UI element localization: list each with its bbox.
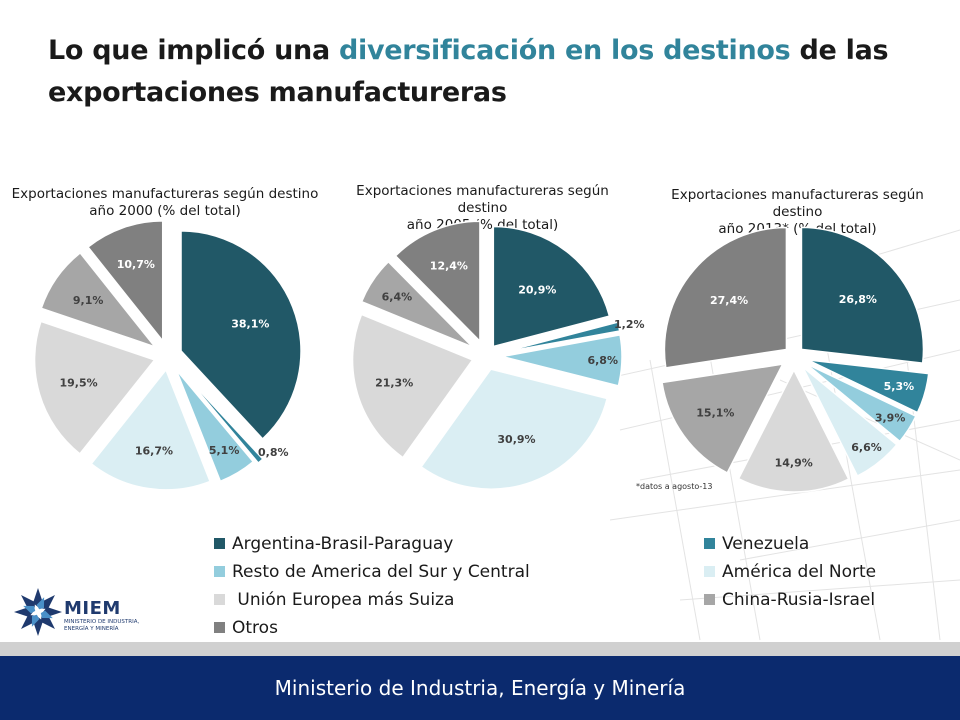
pie-slice-china-rusia-israel: [360, 260, 474, 348]
pie-slice-china-rusia-israel: [40, 251, 158, 349]
pie-slice-resto-de-america-del-sur-y-central: [501, 334, 623, 387]
data-label: 6,4%: [382, 290, 413, 303]
data-label: 26,8%: [839, 293, 877, 306]
data-label: 15,1%: [696, 407, 734, 420]
data-label: 16,7%: [135, 445, 173, 458]
data-label: 3,9%: [875, 411, 906, 424]
pie-slice-otros: [394, 220, 481, 344]
pie-slice-resto-de-america-del-sur-y-central: [805, 362, 917, 443]
legend-swatch: [704, 538, 715, 549]
footer-divider: [0, 642, 960, 656]
data-label: 20,9%: [518, 283, 556, 296]
data-label: 38,1%: [231, 318, 269, 331]
star-logo-icon: [14, 588, 62, 636]
data-label: 19,5%: [59, 376, 97, 389]
legend-item-union-europea: Unión Europea más Suiza: [214, 590, 454, 610]
legend-swatch: [214, 622, 225, 633]
data-label: 5,3%: [884, 380, 915, 393]
title-highlight: diversificación en los destinos: [338, 35, 791, 66]
data-label: 0,8%: [258, 446, 289, 459]
legend-swatch: [214, 594, 225, 605]
logo-subtitle: MINISTERIO DE INDUSTRIA, ENERGÍA Y MINER…: [64, 619, 140, 632]
legend-swatch: [704, 566, 715, 577]
legend-item-resto-america: Resto de America del Sur y Central: [214, 562, 530, 582]
data-label: 10,7%: [117, 258, 155, 271]
chart-title-2000: Exportaciones manufactureras según desti…: [11, 186, 319, 219]
legend-item-venezuela: Venezuela: [704, 534, 809, 554]
pie-slice-uni-n-europea-m-s-suiza: [737, 368, 850, 493]
footer-text: Ministerio de Industria, Energía y Miner…: [274, 676, 686, 700]
pie-slice-argentina-brasil-paraguay: [492, 225, 611, 348]
pie-slice-uni-n-europea-m-s-suiza: [33, 320, 156, 455]
pie-slice-otros: [86, 220, 164, 344]
legend-swatch: [704, 594, 715, 605]
pie-slice-uni-n-europea-m-s-suiza: [351, 313, 474, 459]
legend-swatch: [214, 566, 225, 577]
data-label: 5,1%: [209, 444, 240, 457]
page-title: Lo que implicó una diversificación en lo…: [48, 35, 889, 108]
legend-swatch: [214, 538, 225, 549]
pie-slice-argentina-brasil-paraguay: [800, 226, 925, 364]
legend-item-china-rusia-israel: China-Rusia-Israel: [704, 590, 875, 610]
footer-bar: [0, 656, 960, 720]
pie-slice-resto-de-america-del-sur-y-central: [175, 369, 255, 483]
legend-item-argentina-brasil-paraguay: Argentina-Brasil-Paraguay: [214, 534, 453, 554]
data-label: 9,1%: [73, 294, 104, 307]
pie-slice-venezuela: [501, 321, 621, 354]
data-label: 27,4%: [710, 294, 748, 307]
pie-slice-am-rica-del-norte: [420, 368, 609, 490]
pie-slice-argentina-brasil-paraguay: [180, 230, 302, 440]
logo-name: MIEM: [64, 598, 121, 619]
data-label: 1,2%: [614, 318, 645, 331]
data-label: 12,4%: [430, 260, 468, 273]
data-label: 30,9%: [497, 433, 535, 446]
pie-slice-venezuela: [180, 370, 264, 465]
data-label: 6,6%: [851, 441, 882, 454]
pie-slice-otros: [663, 226, 788, 369]
data-label: 6,8%: [587, 354, 618, 367]
data-label: 21,3%: [375, 377, 413, 390]
pie-slice-am-rica-del-norte: [802, 366, 898, 478]
pie-slice-china-rusia-israel: [661, 363, 784, 474]
pie-slice-venezuela: [807, 359, 930, 414]
data-label: 14,9%: [775, 457, 813, 470]
legend-item-america-norte: América del Norte: [704, 562, 876, 582]
pie-slice-am-rica-del-norte: [90, 368, 212, 491]
legend-item-otros: Otros: [214, 618, 278, 638]
footnote: *datos a agosto-13: [636, 482, 713, 491]
